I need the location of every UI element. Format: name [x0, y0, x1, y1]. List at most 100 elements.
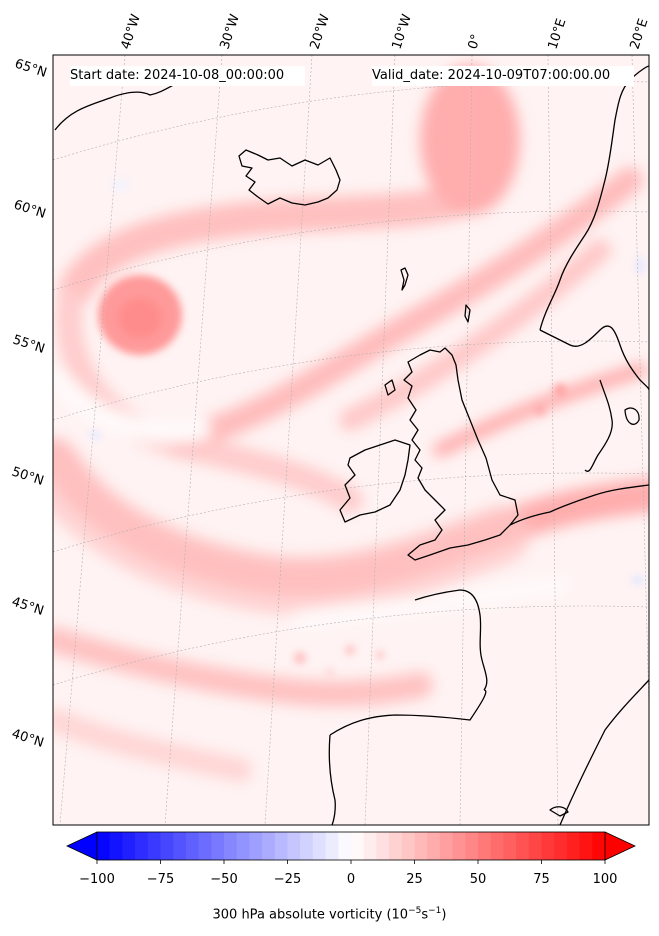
graticule	[53, 55, 649, 825]
colorbar-tick-label: 50	[470, 872, 487, 887]
colorbar-tick-label: 100	[593, 872, 618, 887]
lon-label-20w: 20°W	[308, 12, 333, 51]
colorbar-tick-label: 25	[406, 872, 423, 887]
colorbar-cell	[185, 832, 200, 860]
coast-france-west	[414, 589, 488, 691]
lat-label-65n: 65°N	[13, 57, 49, 81]
coast-faroe	[400, 267, 409, 291]
band-northeast-stream	[167, 167, 643, 453]
colorbar-low-extend	[66, 831, 98, 861]
colorbar-cell	[224, 832, 238, 860]
colorbar-cell	[401, 832, 416, 860]
colorbar-cell	[363, 832, 377, 860]
colorbar-tick-label: −50	[210, 872, 237, 887]
colorbar-cell	[478, 832, 492, 860]
lat-labels: 65°N 60°N 55°N 50°N 45°N 40°N	[10, 57, 49, 751]
coast-ireland	[339, 439, 411, 523]
coast-portugal	[328, 734, 336, 825]
colorbar-cell	[376, 832, 390, 860]
colorbar-cell	[274, 832, 289, 860]
band-southern	[53, 627, 433, 707]
meridian-40w	[59, 55, 126, 825]
colorbar-tick-label: −100	[79, 872, 115, 887]
lat-label-60n: 60°N	[12, 198, 48, 222]
colorbar-ticks: −100 −75 −50 −25 0 25 50 75 100	[79, 860, 617, 887]
colorbar-cell	[287, 832, 301, 860]
coast-iceland	[238, 149, 341, 206]
lat-label-45n: 45°N	[10, 595, 46, 619]
colorbar-cell	[427, 832, 441, 860]
colorbar-cell	[262, 832, 276, 860]
parallel-40n	[53, 605, 649, 686]
colorbar-cell	[579, 832, 593, 860]
coast-spain-east	[559, 679, 649, 825]
valid-date-label: Valid_date: 2024-10-09T07:00:00.00	[372, 66, 634, 86]
coast-shetland	[464, 304, 471, 323]
map-frame	[52, 54, 650, 826]
lon-label-30w: 30°W	[218, 12, 243, 51]
colorbar-cell	[351, 832, 365, 860]
coast-norway-south	[539, 325, 649, 391]
colorbar-cell	[566, 832, 581, 860]
colorbar-title-exp1: −5	[408, 906, 422, 916]
colorbar-cell	[160, 832, 174, 860]
lon-labels: 40°W 30°W 20°W 10°W 0° 10°E 20°E	[119, 12, 652, 51]
lon-label-40w: 40°W	[119, 12, 144, 51]
colorbar-cell	[122, 832, 136, 860]
colorbar-cell	[554, 832, 568, 860]
coast-hebrides	[384, 379, 396, 396]
colorbar-cell	[198, 832, 212, 860]
colorbar-cell	[414, 832, 428, 860]
colorbar-cell	[109, 832, 123, 860]
meridian-10w	[364, 55, 396, 825]
colorbar-high-extend	[604, 831, 636, 861]
colorbar-title-text: 300 hPa absolute vorticity (10	[212, 907, 409, 923]
colorbar-cells	[97, 832, 606, 860]
colorbar-title-exp2: −1	[428, 906, 442, 916]
meridian-0	[459, 55, 473, 825]
vorticity-bands	[53, 65, 649, 782]
colorbar-cell	[300, 832, 314, 860]
colorbar-cell	[389, 832, 403, 860]
colorbar-cell	[516, 832, 530, 860]
colorbar-cell	[465, 832, 479, 860]
coast-great-britain	[403, 347, 519, 561]
colorbar-title-mid: s	[421, 907, 429, 923]
vorticity-field	[53, 55, 649, 825]
colorbar-cell	[490, 832, 504, 860]
lon-label-10w: 10°W	[390, 12, 415, 51]
colorbar-cell	[236, 832, 250, 860]
colorbar-tick-label: 0	[347, 872, 355, 887]
colorbar-cell	[325, 832, 339, 860]
coast-netherlands-germany	[509, 484, 649, 526]
parallel-45n	[53, 472, 649, 553]
colorbar-title-end: )	[441, 907, 447, 923]
meridian-30w	[164, 55, 223, 825]
colorbar: −100 −75 −50 −25 0 25 50 75 100	[66, 831, 636, 887]
lat-label-40n: 40°N	[10, 727, 46, 751]
colorbar-tick-label: 75	[533, 872, 550, 887]
colorbar-cell	[338, 832, 352, 860]
colorbar-cell	[452, 832, 466, 860]
lon-label-20e: 20°E	[628, 17, 652, 51]
lon-label-0: 0°	[466, 33, 485, 52]
coast-denmark	[584, 379, 613, 472]
parallel-55n	[53, 210, 649, 291]
colorbar-cell	[173, 832, 187, 860]
start-date-label: Start date: 2024-10-08_00:00:00	[70, 66, 305, 86]
colorbar-tick-label: −25	[274, 872, 301, 887]
coast-spain-north	[329, 689, 487, 736]
colorbar-cell	[211, 832, 225, 860]
lat-label-55n: 55°N	[11, 333, 47, 357]
meridian-10e	[547, 55, 559, 825]
colorbar-cell	[312, 832, 327, 860]
band-northern-arc	[58, 183, 477, 307]
colorbar-title: 300 hPa absolute vorticity (10−5s−1)	[0, 906, 659, 922]
colorbar-cell	[541, 832, 555, 860]
coast-lake	[624, 407, 640, 425]
colorbar-cell	[528, 832, 543, 860]
meridian-20w	[264, 55, 313, 825]
lat-label-50n: 50°N	[10, 465, 46, 489]
colorbar-cell	[439, 832, 454, 860]
